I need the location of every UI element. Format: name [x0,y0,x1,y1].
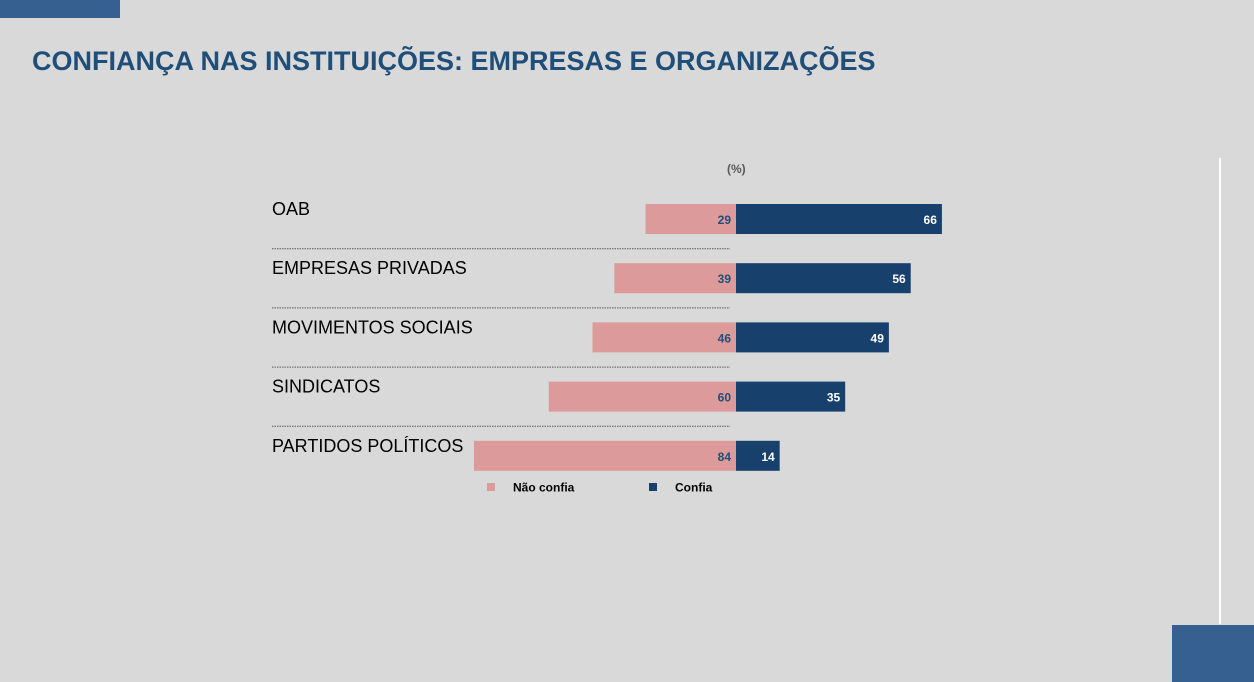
category-label: PARTIDOS POLÍTICOS [272,436,463,456]
value-label-nao-confia: 29 [718,213,732,227]
value-label-nao-confia: 60 [718,391,732,405]
value-label-confia: 35 [827,391,841,405]
value-label-nao-confia: 46 [718,331,732,345]
bar-confia [736,263,911,294]
bar-confia [736,322,889,353]
value-label-confia: 14 [761,450,775,464]
category-label: SINDICATOS [272,377,380,397]
bar-confia [736,204,942,234]
legend-label-confia: Confia [675,481,713,495]
value-label-nao-confia: 39 [718,272,732,286]
corner-accent-top [0,0,120,18]
value-label-confia: 49 [871,331,885,345]
value-label-confia: 56 [892,272,906,286]
bar-nao-confia [548,381,736,412]
category-label: OAB [272,199,310,219]
category-label: EMPRESAS PRIVADAS [272,258,467,278]
legend-swatch-nao-confia [487,483,495,491]
value-label-confia: 66 [924,213,938,227]
bar-nao-confia [473,440,736,471]
legend-swatch-confia [649,483,657,491]
page-title: CONFIANÇA NAS INSTITUIÇÕES: EMPRESAS E O… [32,46,876,76]
unit-label: (%) [727,162,746,176]
category-label: MOVIMENTOS SOCIAIS [272,317,473,337]
bar-nao-confia [614,263,736,294]
legend-label-nao-confia: Não confia [513,481,575,495]
bar-confia [736,440,780,471]
corner-accent-bottom [1172,625,1254,682]
right-divider-line [1219,158,1221,624]
bar-confia [736,381,846,412]
value-label-nao-confia: 84 [718,450,732,464]
bar-nao-confia [645,204,736,234]
bar-nao-confia [592,322,736,353]
